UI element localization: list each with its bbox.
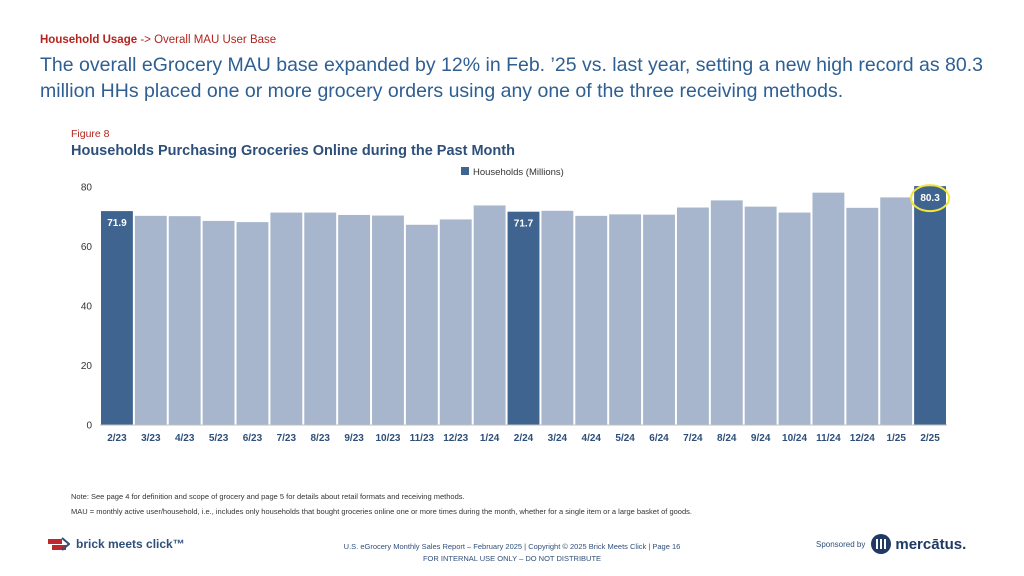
data-label: 80.3 — [920, 193, 940, 204]
highlight-circle — [910, 184, 951, 213]
bar-9-24 — [744, 206, 777, 425]
x-tick-label: 7/23 — [277, 433, 297, 444]
x-tick-label: 8/23 — [310, 433, 330, 444]
bar-11-24 — [812, 192, 845, 425]
x-tick-label: 2/25 — [920, 433, 940, 444]
sponsor-block: Sponsored by mercātus. — [816, 534, 966, 554]
x-tick-label: 10/23 — [375, 433, 400, 444]
figure-label: Figure 8 — [71, 128, 110, 140]
x-tick-label: 4/23 — [175, 433, 195, 444]
footer-copyright: U.S. eGrocery Monthly Sales Report – Feb… — [343, 542, 681, 551]
x-tick-label: 5/23 — [209, 433, 229, 444]
breadcrumb-arrow: -> — [140, 34, 151, 46]
x-tick-label: 8/24 — [717, 433, 737, 444]
bar-11-23 — [405, 224, 438, 425]
note-line-2: MAU = monthly active user/household, i.e… — [71, 507, 692, 516]
brick-meets-click-logo: brick meets click™ — [48, 536, 185, 552]
data-label: 71.7 — [514, 219, 534, 230]
x-tick-label: 11/24 — [816, 433, 841, 444]
y-tick-label: 20 — [81, 361, 93, 372]
bar-9-23 — [338, 214, 371, 425]
bar-1-24 — [473, 205, 506, 425]
note-line-1: Note: See page 4 for definition and scop… — [71, 492, 465, 501]
bar-3-24 — [541, 210, 574, 425]
bar-2-25 — [914, 186, 946, 425]
legend-swatch — [461, 167, 469, 175]
bar-10-23 — [372, 215, 404, 425]
bar-5-23 — [202, 220, 235, 425]
bar-chart: 0 20 40 60 80 2/23 71.9 3/23 4/23 5/23 6/23 7/23 8/2… — [81, 167, 951, 444]
x-tick-label: 3/23 — [141, 433, 161, 444]
x-tick-label: 2/24 — [514, 433, 534, 444]
x-tick-label: 10/24 — [782, 433, 807, 444]
x-tick-label: 12/24 — [850, 433, 875, 444]
slide-headline: The overall eGrocery MAU base expanded b… — [40, 54, 984, 102]
x-tick-label: 6/24 — [649, 433, 669, 444]
mercatus-logo-icon — [871, 534, 892, 554]
bar-6-23 — [236, 222, 269, 425]
x-tick-label: 7/24 — [683, 433, 703, 444]
mercatus-logo-text: mercātus. — [895, 535, 967, 553]
figure-title: Households Purchasing Groceries Online d… — [71, 143, 515, 159]
x-tick-label: 6/23 — [243, 433, 263, 444]
sponsored-by-label: Sponsored by — [816, 539, 866, 549]
data-label: 71.9 — [107, 218, 127, 229]
bar-2-24 — [507, 211, 540, 425]
bar-7-24 — [676, 207, 709, 425]
x-tick-label: 11/23 — [410, 433, 435, 444]
x-tick-label: 3/24 — [548, 433, 568, 444]
bar-12-23 — [439, 219, 472, 425]
y-tick-label: 40 — [81, 302, 93, 313]
breadcrumb-subsection: Overall MAU User Base — [154, 34, 277, 46]
footer-disclaimer: FOR INTERNAL USE ONLY – DO NOT DISTRIBUT… — [422, 554, 602, 563]
x-tick-label: 4/24 — [582, 433, 602, 444]
brick-meets-click-text: brick meets click™ — [76, 537, 185, 551]
brick-logo-icon — [48, 537, 70, 551]
bar-7-23 — [270, 212, 303, 425]
bar-8-24 — [710, 200, 743, 425]
x-tick-label: 1/24 — [480, 433, 500, 444]
legend-label: Households (Millions) — [473, 167, 564, 178]
x-tick-label: 5/24 — [615, 433, 635, 444]
bar-12-24 — [846, 207, 879, 425]
bar-6-24 — [643, 214, 675, 425]
x-tick-label: 9/24 — [751, 433, 771, 444]
x-tick-label: 1/25 — [886, 433, 906, 444]
bar-2-23 — [101, 211, 133, 425]
bar-4-24 — [575, 215, 608, 425]
bar-5-24 — [609, 214, 642, 425]
y-tick-label: 80 — [81, 183, 93, 194]
x-tick-label: 2/23 — [107, 433, 127, 444]
x-tick-label: 12/23 — [443, 433, 468, 444]
bar-1-25 — [880, 197, 913, 425]
bar-4-23 — [168, 216, 201, 425]
y-tick-label: 60 — [81, 242, 93, 253]
bar-3-23 — [134, 215, 167, 425]
bar-10-24 — [778, 212, 811, 425]
x-tick-label: 9/23 — [344, 433, 364, 444]
bar-8-23 — [304, 212, 337, 425]
y-tick-label: 0 — [86, 421, 92, 432]
breadcrumb-section: Household Usage — [40, 34, 138, 46]
breadcrumb: Household Usage -> Overall MAU User Base — [40, 34, 276, 46]
